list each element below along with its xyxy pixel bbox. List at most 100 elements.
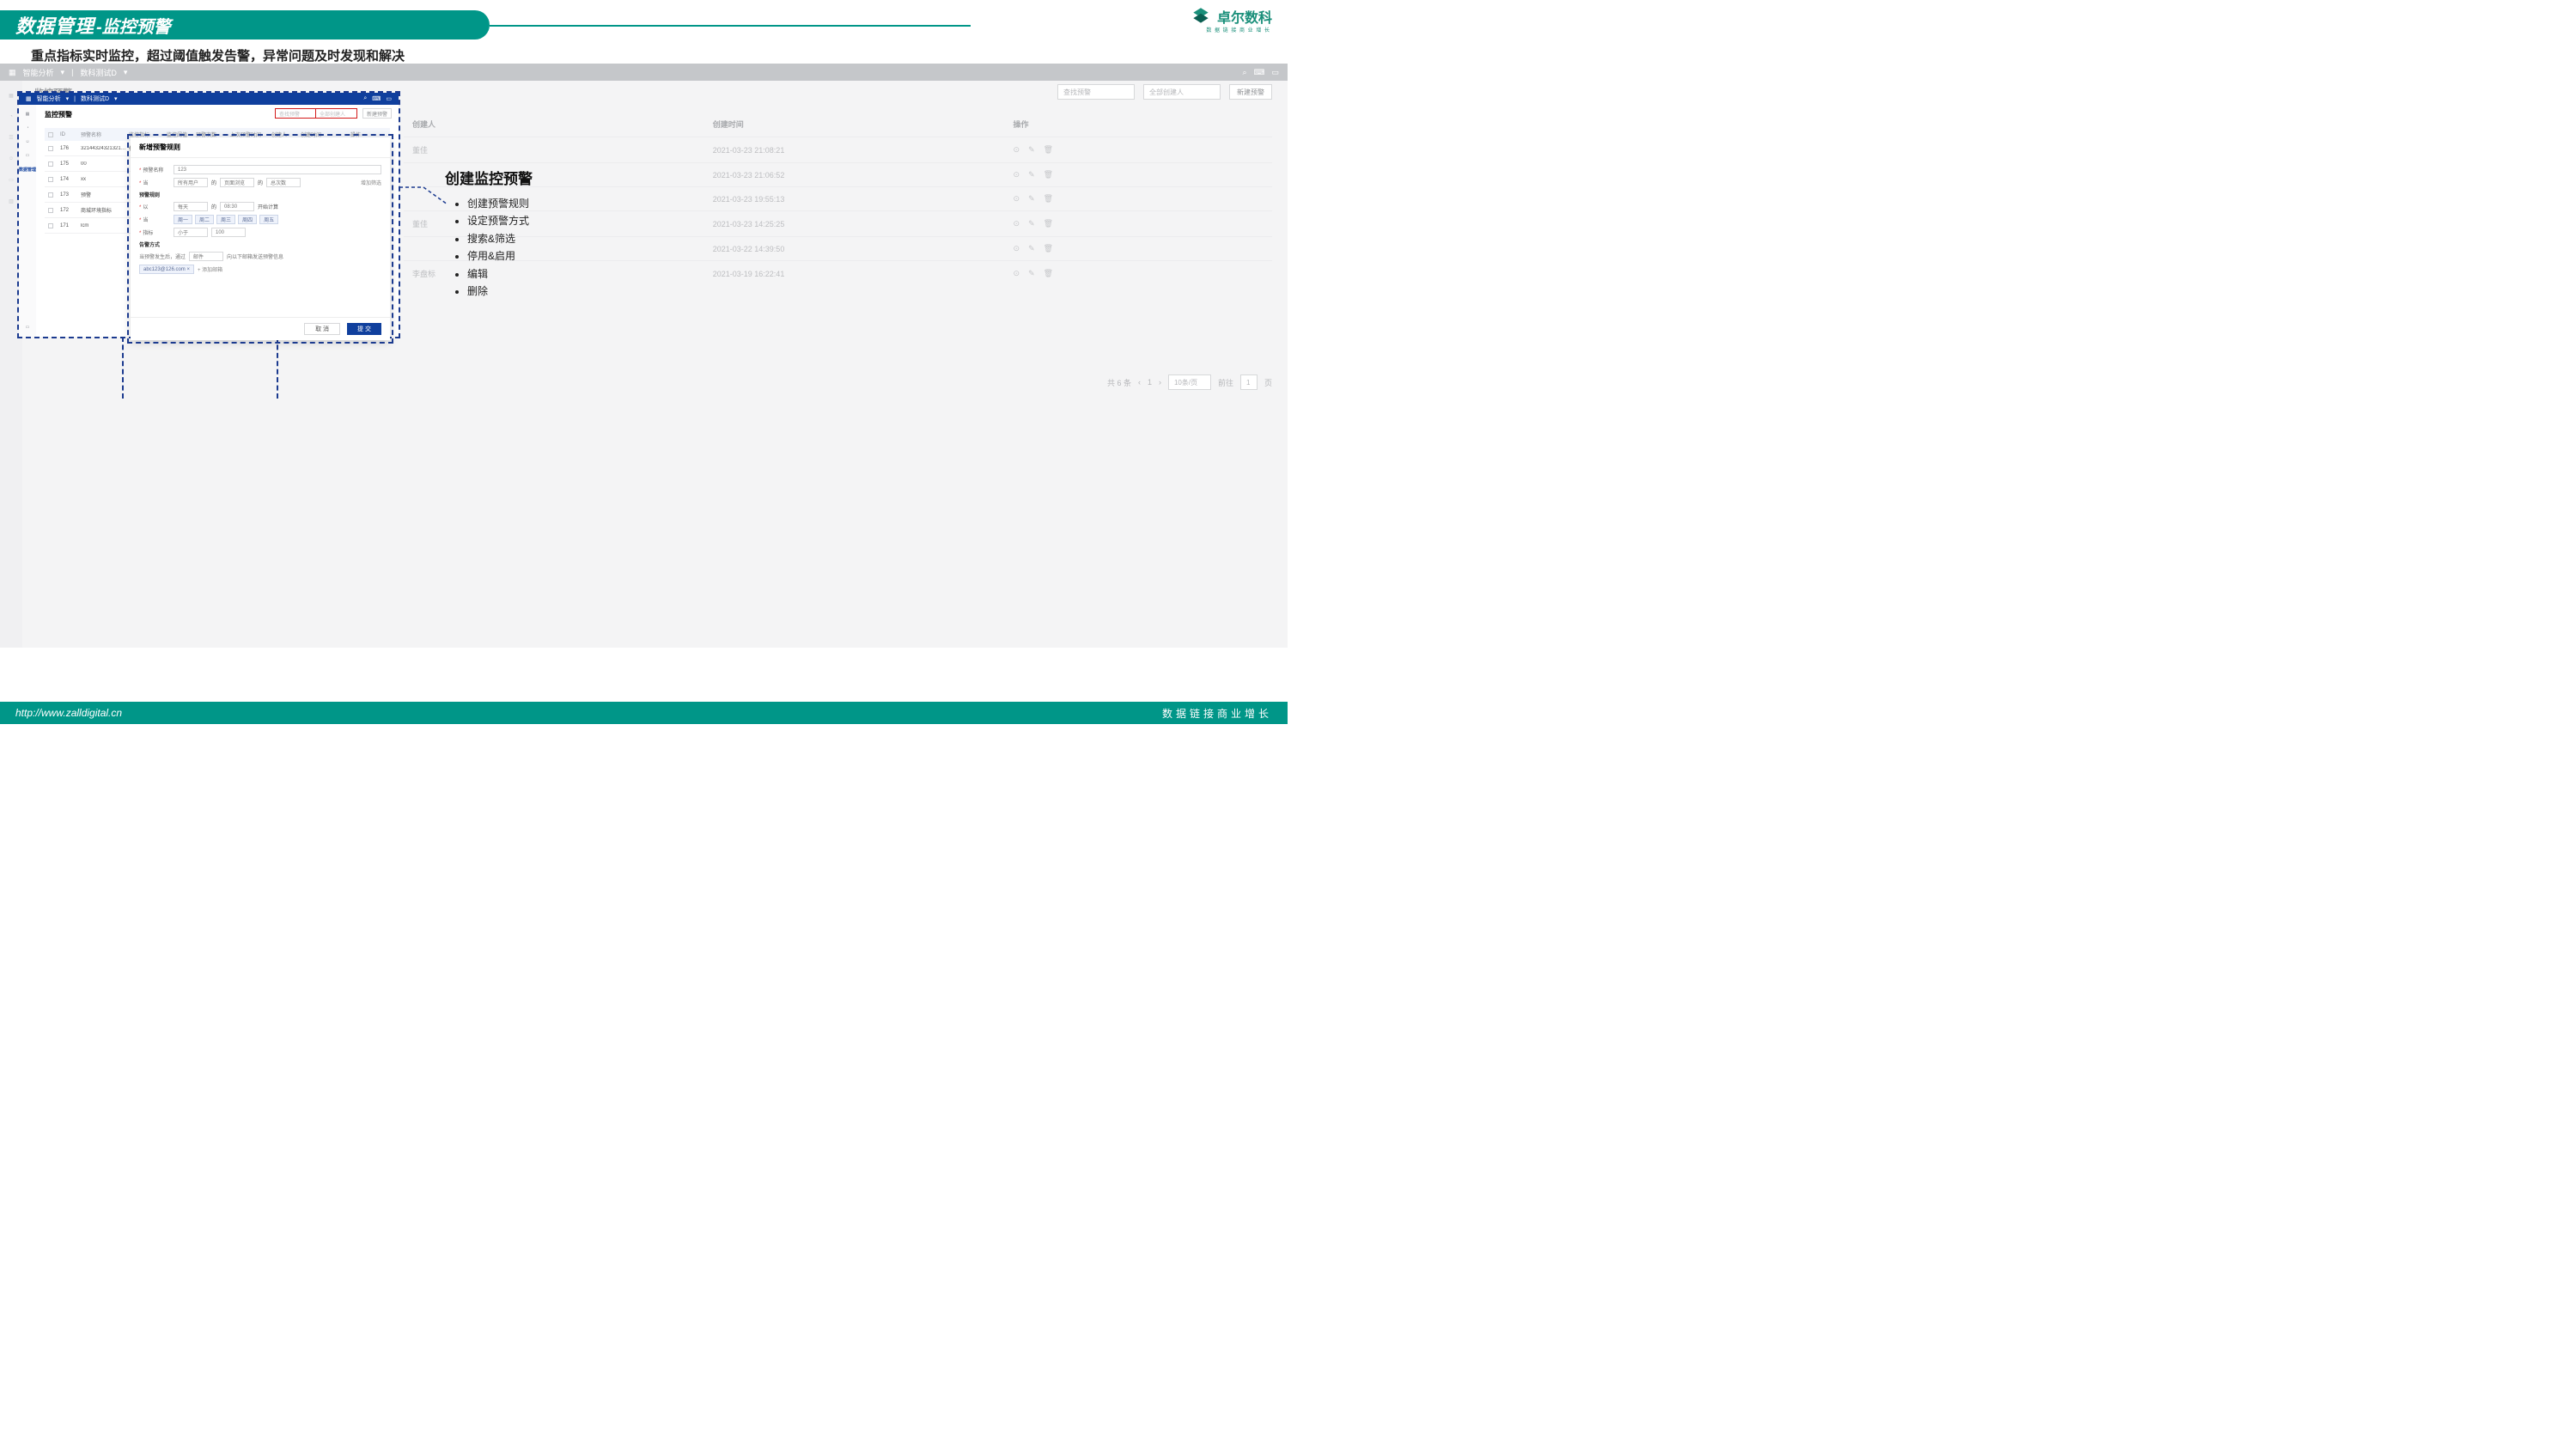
row-checkbox[interactable] [48, 192, 53, 198]
label-name: 预警名称 [143, 168, 163, 174]
text-of2: 的 [258, 179, 263, 186]
label-by: 以 [143, 205, 148, 210]
day-tag[interactable]: 周一 [174, 215, 192, 224]
bg-pager-input[interactable]: 1 [1240, 374, 1258, 390]
fg-app-topbar: ▦ 智能分析▾| 数科测试D▾ ⌕ ⌨ ▭ [19, 93, 399, 105]
edit-icon[interactable]: ✎ [1028, 244, 1035, 253]
fg-creator-select[interactable]: 全部创建人 [316, 108, 357, 119]
text-of3: 的 [211, 203, 216, 210]
bg-pager-page[interactable]: 1 [1148, 378, 1152, 387]
text-alert-a: 当预警发生后，通过 [139, 253, 186, 260]
brand-name: 卓尔数科 [1217, 6, 1272, 27]
input-time[interactable]: 08:30 [220, 202, 254, 211]
label-metric: 指标 [143, 231, 153, 236]
day-tag[interactable]: 周四 [238, 215, 257, 224]
fg-side-active[interactable]: 数据管理 [19, 167, 36, 173]
bg-table-row: 李盘标2021-03-19 16:22:41⊙✎🗑 [404, 260, 1272, 286]
bg-th-creator: 创建人 [412, 119, 713, 130]
day-tag[interactable]: 周五 [259, 215, 278, 224]
callout-item: 创建预警规则 [467, 195, 533, 212]
fg-search-input[interactable]: 查找预警 [275, 108, 316, 119]
fg-th-id: ID [60, 132, 81, 137]
modal-title: 新增预警规则 [131, 137, 390, 158]
fg-new-button[interactable]: 新建预警 [362, 108, 392, 119]
play-icon[interactable]: ⊙ [1014, 269, 1020, 278]
bg-app-name: 智能分析 [23, 67, 54, 78]
bg-pager-total: 共 6 条 [1107, 377, 1131, 388]
bg-new-button[interactable]: 新建预警 [1229, 84, 1272, 100]
select-channel[interactable]: 邮件 [189, 252, 223, 261]
play-icon[interactable]: ⊙ [1014, 145, 1020, 155]
link-add-filter[interactable]: 增加筛选 [361, 179, 381, 186]
row-checkbox[interactable] [48, 177, 53, 182]
screen-icon: ▭ [386, 95, 392, 102]
slide-subtitle: 重点指标实时监控，超过阈值触发告警，异常问题及时发现和解决 [31, 46, 405, 64]
select-measure[interactable]: 总次数 [266, 178, 301, 187]
email-tag[interactable]: abc123@126.com × [139, 265, 194, 274]
bg-creator-select[interactable]: 全部创建人 [1143, 84, 1221, 100]
footer-url: http://www.zalldigital.cn [15, 707, 122, 719]
section-rule: 预警规则 [139, 191, 381, 198]
section-alert: 告警方式 [139, 240, 381, 248]
play-icon[interactable]: ⊙ [1014, 170, 1020, 180]
row-checkbox[interactable] [48, 161, 53, 167]
bg-pager-jump: 前往 [1218, 377, 1233, 388]
edit-icon[interactable]: ✎ [1028, 219, 1035, 228]
callout-item: 编辑 [467, 265, 533, 283]
day-tag[interactable]: 周三 [216, 215, 235, 224]
edit-icon[interactable]: ✎ [1028, 269, 1035, 278]
search-icon: ⌕ [1242, 68, 1246, 77]
input-value[interactable]: 100 [211, 228, 246, 237]
chat-icon: ⌨ [372, 95, 381, 102]
callout-item: 设定预警方式 [467, 212, 533, 229]
fg-filter-bar: 查找预警 全部创建人 新建预警 [275, 108, 392, 119]
bg-pager-unit: 页 [1264, 377, 1272, 388]
delete-icon[interactable]: 🗑 [1044, 170, 1053, 180]
bg-pager-size[interactable]: 10条/页 [1168, 374, 1211, 390]
checkbox-all[interactable] [48, 132, 53, 137]
email-tag-text: abc123@126.com [143, 267, 186, 272]
play-icon[interactable]: ⊙ [1014, 194, 1020, 204]
delete-icon[interactable]: 🗑 [1044, 269, 1053, 278]
title-sub: -监控预警 [96, 13, 171, 38]
row-checkbox[interactable] [48, 146, 53, 151]
delete-icon[interactable]: 🗑 [1044, 219, 1053, 228]
link-add-email[interactable]: + 添加邮箱 [198, 265, 222, 273]
edit-icon[interactable]: ✎ [1028, 145, 1035, 155]
bg-table-row: 2021-03-23 21:06:52⊙✎🗑 [404, 162, 1272, 186]
bg-table-row: 董佳2021-03-23 21:08:21⊙✎🗑 [404, 137, 1272, 162]
bg-table-row: 董佳2021-03-23 14:25:25⊙✎🗑 [404, 210, 1272, 236]
delete-icon[interactable]: 🗑 [1044, 194, 1053, 204]
text-alert-b: 向以下邮箱发送预警信息 [227, 253, 283, 260]
row-checkbox[interactable] [48, 208, 53, 213]
fg-project: 数科测试D [81, 94, 109, 103]
submit-button[interactable]: 提 交 [347, 323, 381, 335]
bg-table-row: 2021-03-22 14:39:50⊙✎🗑 [404, 236, 1272, 260]
slide-title-band: 数据管理 -监控预警 [0, 10, 490, 40]
day-tag[interactable]: 周二 [195, 215, 214, 224]
callout-connector [399, 184, 448, 208]
edit-icon[interactable]: ✎ [1028, 170, 1035, 180]
row-checkbox[interactable] [48, 223, 53, 228]
bg-th-ops: 操作 [1014, 119, 1264, 130]
select-period[interactable]: 每天 [174, 202, 208, 211]
bg-th-time: 创建时间 [713, 119, 1014, 130]
callout-item: 停用&启用 [467, 247, 533, 265]
play-icon[interactable]: ⊙ [1014, 219, 1020, 228]
cancel-button[interactable]: 取 消 [304, 323, 340, 335]
input-name[interactable]: 123 [174, 165, 381, 174]
delete-icon[interactable]: 🗑 [1044, 145, 1053, 155]
select-op[interactable]: 小于 [174, 228, 208, 237]
callout-title: 创建监控预警 [445, 167, 533, 188]
select-event[interactable]: 页面浏览 [220, 178, 254, 187]
select-user[interactable]: 所有用户 [174, 178, 208, 187]
bg-search-input[interactable]: 查找预警 [1057, 84, 1135, 100]
bg-app-icon: ▦ [9, 68, 16, 77]
bg-project: 数科测试D [80, 67, 117, 78]
title-main: 数据管理 [15, 11, 94, 39]
screen-icon: ▭ [1271, 68, 1279, 77]
text-start: 开始计算 [258, 203, 278, 210]
edit-icon[interactable]: ✎ [1028, 194, 1035, 204]
delete-icon[interactable]: 🗑 [1044, 244, 1053, 253]
play-icon[interactable]: ⊙ [1014, 244, 1020, 253]
